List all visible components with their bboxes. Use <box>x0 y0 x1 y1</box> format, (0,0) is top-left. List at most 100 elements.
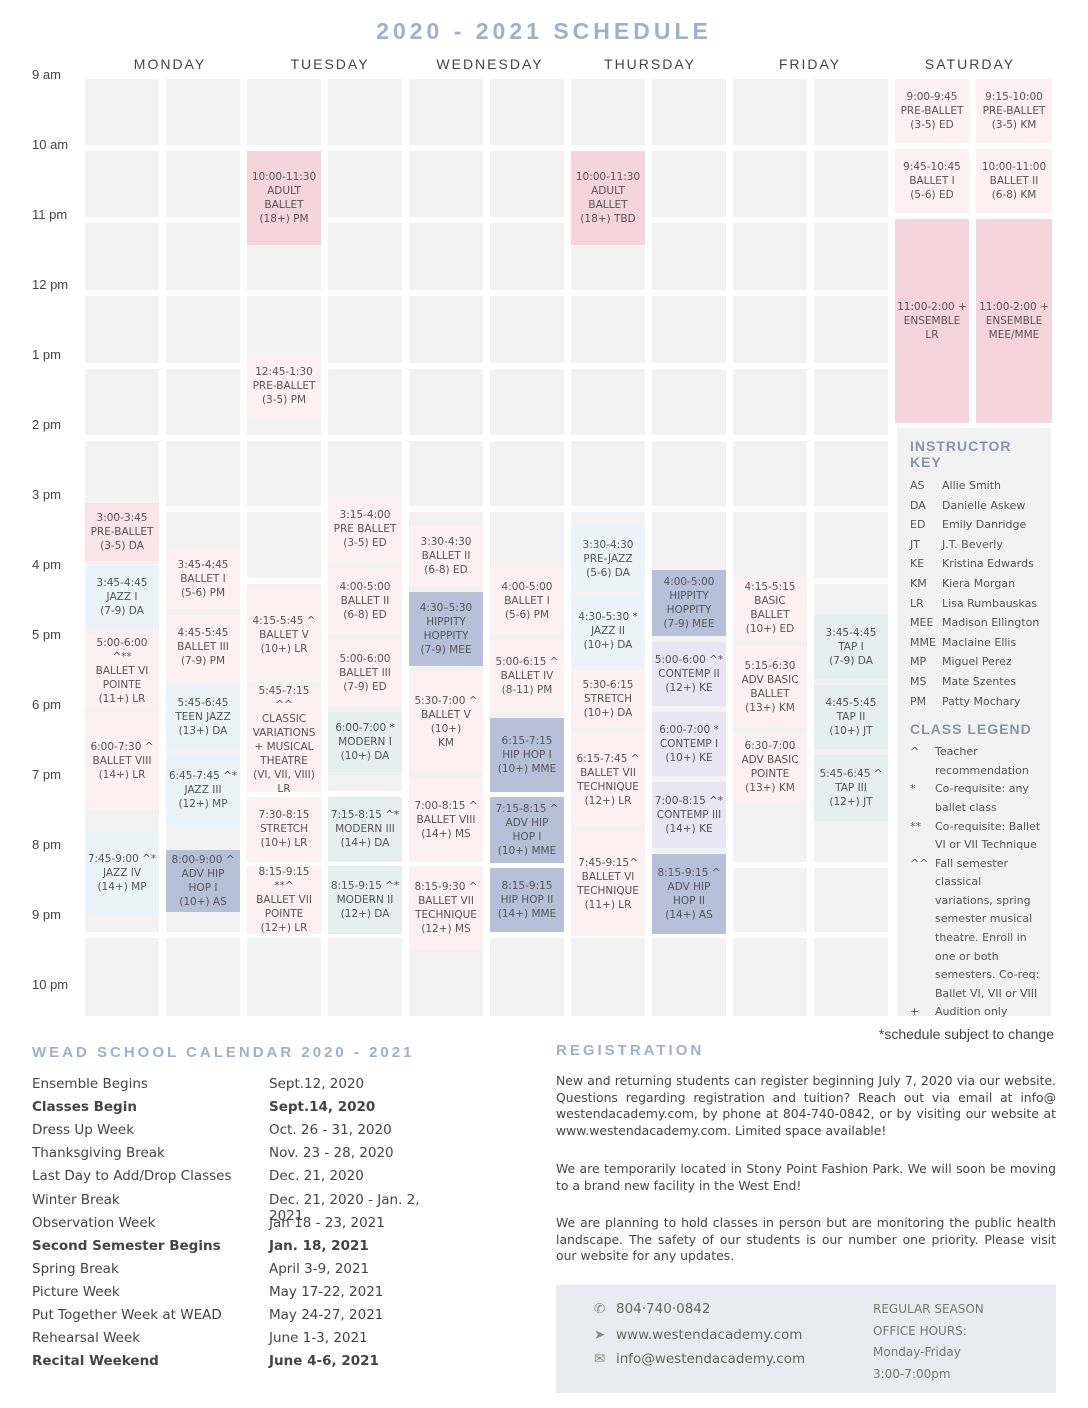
class-block[interactable]: 4:45-5:45 TAP II (10+) JT <box>814 685 888 749</box>
grid-cell <box>490 441 564 506</box>
class-block[interactable]: 8:15-9:15 ^ ADV HIP HOP II (14+) AS <box>652 854 726 934</box>
class-block[interactable]: 7:45-9:00 ^* JAZZ IV (14+) MP <box>85 832 159 914</box>
instructor-row: MEE Madison Ellington <box>910 613 1041 633</box>
class-block[interactable]: 6:00-7:00 * MODERN I (10+) DA <box>328 712 402 772</box>
legend-symbol: * <box>910 782 916 796</box>
grid-cell <box>571 938 645 1016</box>
grid-cell <box>166 296 240 363</box>
class-block[interactable]: 6:30-7:00 ADV BASIC POINTE (13+) KM <box>733 733 807 801</box>
class-block[interactable]: 4:00-5:00 BALLET II (6-8) ED <box>328 568 402 634</box>
class-block[interactable]: 7:00-8:15 ^* CONTEMP III (14+) KE <box>652 782 726 848</box>
class-block[interactable]: 5:00-6:15 ^ BALLET IV (8-11) PM <box>490 640 564 712</box>
class-block[interactable]: 4:15-5:15 BASIC BALLET (10+) ED <box>733 577 807 639</box>
email-row[interactable]: ✉ info@westendacademy.com <box>594 1351 805 1367</box>
class-block[interactable]: 5:15-6:30 ADV BASIC BALLET (13+) KM <box>733 646 807 728</box>
grid-cell <box>733 868 807 932</box>
class-block[interactable]: 5:45-6:45 TEEN JAZZ (13+) DA <box>166 685 240 749</box>
grid-cell <box>328 223 402 290</box>
class-block[interactable]: 5:00-6:00 ^* CONTEMP II (12+) KE <box>652 642 726 706</box>
class-block[interactable]: 5:45-6:45 ^ TAP III (12+) JT <box>814 755 888 821</box>
grid-cell <box>733 512 807 578</box>
class-block[interactable]: 4:30-5:30 * JAZZ II (10+) DA <box>571 597 645 665</box>
grid-cell <box>814 151 888 217</box>
class-block[interactable]: 9:15-10:00 PRE-BALLET (3-5) KM <box>976 79 1052 143</box>
class-block[interactable]: 6:00-7:00 * CONTEMP I (10+) KE <box>652 712 726 776</box>
class-block[interactable]: 8:15-9:30 ^ BALLET VII TECHNIQUE (12+) M… <box>409 866 483 950</box>
class-block[interactable]: 6:15-7:15 HIP HOP I (10+) MME <box>490 718 564 792</box>
class-block[interactable]: 4:00-5:00 HIPPITY HOPPITY (7-9) MEE <box>652 570 726 636</box>
day-thursday: THURSDAY <box>604 56 696 72</box>
class-block[interactable]: 10:00-11:00 BALLET II (6-8) KM <box>976 149 1052 213</box>
class-block[interactable]: 5:00-6:00 BALLET III (7-9) ED <box>328 640 402 706</box>
time-label: 5 pm <box>32 627 61 642</box>
class-block[interactable]: 3:45-4:45 JAZZ I (7-9) DA <box>85 566 159 628</box>
phone-row[interactable]: ✆ 804·740·0842 <box>594 1301 710 1317</box>
class-block[interactable]: 7:15-8:15 ^ ADV HIP HOP I (10+) MME <box>490 797 564 863</box>
grid-cell <box>571 441 645 506</box>
class-block[interactable]: 10:00-11:30 ADULT BALLET (18+) TBD <box>571 151 645 245</box>
class-block[interactable]: 11:00-2:00 + ENSEMBLE MEE/MME <box>976 219 1052 423</box>
class-block[interactable]: 9:00-9:45 PRE-BALLET (3-5) ED <box>895 79 969 143</box>
instructor-key-heading: INSTRUCTOR KEY <box>910 438 1012 470</box>
class-block[interactable]: 5:00-6:00 ^** BALLET VI POINTE (11+) LR <box>85 634 159 707</box>
legend-symbol: ^ <box>910 745 920 759</box>
class-block[interactable]: 3:30-4:30 BALLET II (6-8) ED <box>409 526 483 586</box>
grid-cell <box>328 151 402 217</box>
grid-cell <box>814 223 888 290</box>
grid-cell <box>490 369 564 435</box>
calendar-event: Observation Week <box>32 1214 156 1231</box>
class-block[interactable]: 7:45-9:15^ BALLET VI TECHNIQUE (11+) LR <box>571 832 645 936</box>
grid-cell <box>490 79 564 145</box>
class-block[interactable]: 8:15-9:15 **^ BALLET VII POINTE (12+) LR <box>247 866 321 934</box>
class-block[interactable]: 11:00-2:00 + ENSEMBLE LR <box>895 219 969 423</box>
instructor-row: LR Lisa Rumbauskas <box>910 594 1041 614</box>
calendar-date: June 1-3, 2021 <box>269 1330 368 1347</box>
grid-cell <box>166 151 240 217</box>
calendar-row: Dress Up Week Oct. 26 - 31, 2020 <box>32 1122 452 1138</box>
class-block[interactable]: 5:30-7:00 ^ BALLET V (10+) KM <box>409 672 483 772</box>
calendar-event: Picture Week <box>32 1283 120 1300</box>
class-block[interactable]: 4:00-5:00 BALLET I (5-6) PM <box>490 568 564 634</box>
time-label: 9 pm <box>32 907 61 922</box>
class-block[interactable]: 12:45-1:30 PRE-BALLET (3-5) PM <box>247 355 321 417</box>
class-block[interactable]: 3:45-4:45 BALLET I (5-6) PM <box>166 549 240 609</box>
class-block[interactable]: 4:15-5:45 ^ BALLET V (10+) LR <box>247 588 321 682</box>
phone-number: 804·740·0842 <box>616 1301 711 1317</box>
grid-cell <box>814 296 888 363</box>
class-block[interactable]: 7:15-8:15 ^* MODERN III (14+) DA <box>328 797 402 861</box>
class-block[interactable]: 10:00-11:30 ADULT BALLET (18+) PM <box>247 151 321 245</box>
class-block[interactable]: 3:15-4:00 PRE BALLET (3-5) ED <box>328 497 402 561</box>
class-block[interactable]: 3:45-4:45 TAP I (7-9) DA <box>814 615 888 679</box>
time-label: 12 pm <box>32 277 69 292</box>
grid-cell <box>733 79 807 145</box>
grid-cell <box>247 441 321 506</box>
class-block[interactable]: 8:00-9:00 ^ ADV HIP HOP I (10+) AS <box>166 850 240 912</box>
grid-cell <box>328 296 402 363</box>
legend-row: ^^ Fall semester classical variations, sp… <box>910 855 1041 1004</box>
class-block[interactable]: 7:30-8:15 STRETCH (10+) LR <box>247 797 321 861</box>
calendar-date: Sept.12, 2020 <box>269 1076 365 1092</box>
class-block[interactable]: 8:15-9:15 ^* MODERN II (12+) DA <box>328 866 402 934</box>
class-block[interactable]: 4:30–5:30 HIPPITY HOPPITY (7-9) MEE <box>409 592 483 666</box>
class-block[interactable]: 4:45-5:45 BALLET III (7-9) PM <box>166 615 240 679</box>
legend-row: ** Co-requisite: Ballet VI or VII Techniq… <box>910 818 1041 855</box>
instructor-code: AS <box>910 479 925 492</box>
instructor-code: MP <box>910 655 927 669</box>
class-block[interactable]: 8:15-9:15 HIP HOP II (14+) MME <box>490 868 564 932</box>
class-block[interactable]: 7:00-8:15 ^ BALLET VIII (14+) MS <box>409 778 483 862</box>
class-block[interactable]: 6:45-7:45 ^* JAZZ III (12+) MP <box>166 755 240 825</box>
class-block[interactable]: 3:00-3:45 PRE-BALLET (3-5) DA <box>85 503 159 561</box>
instructor-code: ED <box>910 518 926 532</box>
class-block[interactable]: 3:30-4:30 PRE-JAZZ (5-6) DA <box>571 526 645 592</box>
calendar-event: Winter Break <box>32 1191 120 1208</box>
website-row[interactable]: ➤ www.westendacademy.com <box>594 1327 802 1343</box>
instructor-row: AS Allie Smith <box>910 476 1041 496</box>
hours-line: REGULAR SEASON <box>873 1302 984 1316</box>
class-block[interactable]: 9:45-10:45 BALLET I (5-6) ED <box>895 149 969 213</box>
grid-cell <box>814 441 888 506</box>
class-block[interactable]: 5:30-6:15 STRETCH (10+) DA <box>571 670 645 728</box>
class-block[interactable]: 6:15-7:45 ^ BALLET VII TECHNIQUE (12+) L… <box>571 733 645 826</box>
class-block[interactable]: 5:45-7:15 ^^ CLASSIC VARIATIONS + MUSICA… <box>247 685 321 795</box>
class-block[interactable]: 6:00-7:30 ^ BALLET VIII (14+) LR <box>85 712 159 810</box>
instructor-code: LR <box>910 596 924 610</box>
